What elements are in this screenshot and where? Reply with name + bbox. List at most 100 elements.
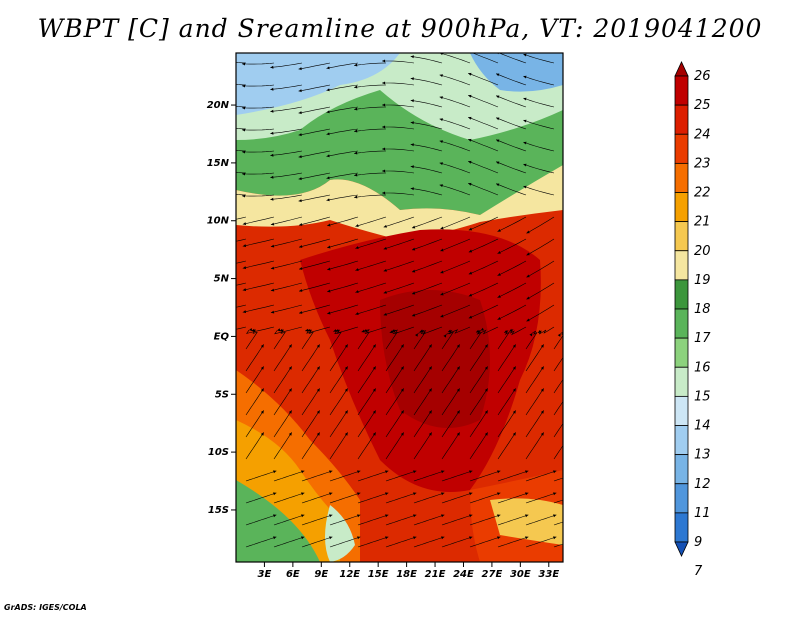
- streamline-arrow: [553, 492, 557, 496]
- streamline-arrow: [512, 388, 516, 392]
- streamline: [382, 104, 415, 108]
- lon-tick-label: 24E: [453, 569, 474, 580]
- streamlines: [236, 53, 584, 548]
- streamline: [410, 56, 443, 64]
- streamline: [329, 470, 361, 482]
- streamline: [468, 95, 499, 108]
- streamline: [469, 388, 489, 416]
- colorbar-label: 24: [694, 127, 711, 142]
- streamline: [329, 536, 361, 548]
- streamline-arrow: [540, 344, 544, 348]
- streamline: [326, 172, 359, 179]
- streamline: [270, 84, 303, 90]
- streamline: [497, 410, 517, 438]
- streamline: [299, 216, 331, 226]
- streamline: [497, 366, 517, 394]
- streamline-arrow: [413, 514, 417, 518]
- streamline-arrow: [419, 329, 424, 333]
- streamline: [497, 238, 527, 254]
- streamline: [469, 514, 501, 526]
- streamline: [245, 470, 277, 482]
- streamline: [270, 62, 303, 68]
- lat-tick-label: 10S: [208, 447, 229, 458]
- streamline: [523, 97, 555, 108]
- longitude-axis: 3E 6E 9E 12E 15E 18E 21E 24E 27E 30E 33E: [258, 562, 559, 580]
- streamline: [526, 304, 555, 322]
- streamline-arrow: [400, 366, 404, 370]
- streamline: [270, 282, 303, 291]
- streamline: [523, 141, 555, 152]
- streamline: [270, 172, 303, 178]
- streamline-arrow: [441, 514, 445, 518]
- streamline-arrow: [428, 388, 432, 392]
- streamline: [270, 260, 303, 269]
- streamline: [241, 172, 275, 175]
- streamline-arrow: [242, 62, 246, 66]
- streamline: [523, 75, 555, 86]
- streamline: [525, 344, 545, 372]
- streamline: [413, 492, 445, 504]
- streamline: [497, 432, 517, 460]
- streamline: [298, 106, 331, 114]
- streamline-arrow: [288, 366, 292, 370]
- streamline: [526, 260, 555, 278]
- streamline: [468, 282, 499, 297]
- lat-tick-label: 5N: [214, 274, 230, 285]
- streamline-arrow: [525, 536, 529, 540]
- streamline: [498, 53, 527, 64]
- streamline-arrow: [354, 107, 358, 111]
- colorbar-swatch: [674, 366, 689, 397]
- streamline: [525, 514, 557, 526]
- streamline: [301, 536, 333, 548]
- streamline: [270, 194, 303, 200]
- streamline-arrow: [329, 536, 333, 540]
- streamline: [497, 470, 529, 482]
- streamline: [441, 536, 473, 548]
- streamline: [357, 514, 389, 526]
- streamline-arrow: [469, 514, 473, 518]
- lon-tick-label: 33E: [538, 569, 559, 580]
- streamline-arrow: [316, 366, 320, 370]
- colorbar-swatch: [674, 483, 689, 514]
- streamline-arrow: [372, 366, 376, 370]
- streamline: [273, 388, 293, 416]
- streamline-arrow: [581, 536, 584, 539]
- streamline-arrow: [523, 53, 527, 57]
- streamline: [357, 536, 389, 548]
- streamline: [357, 388, 377, 416]
- streamline: [273, 344, 293, 372]
- streamline: [236, 172, 247, 174]
- streamline: [326, 62, 359, 69]
- streamline-arrow: [496, 95, 500, 99]
- streamline-arrow: [400, 410, 404, 414]
- streamline: [495, 161, 527, 174]
- streamline: [383, 282, 415, 294]
- streamline-arrow: [413, 536, 417, 540]
- colorbar-swatch: [674, 308, 689, 339]
- streamline: [354, 172, 387, 176]
- streamline: [382, 148, 415, 152]
- streamline: [354, 62, 387, 66]
- streamline-arrow: [299, 245, 303, 248]
- streamline: [497, 344, 517, 372]
- streamline-arrow: [372, 432, 376, 436]
- streamline-arrow: [299, 311, 303, 314]
- streamline: [469, 536, 501, 548]
- streamline-arrow: [475, 329, 480, 333]
- streamline: [329, 432, 349, 460]
- streamline-arrow: [316, 388, 320, 392]
- streamline: [236, 216, 247, 220]
- chart-title: WBPT [C] and Sreamline at 900hPa, VT: 20…: [37, 14, 763, 43]
- colorbar-swatch: [674, 61, 689, 77]
- map-frame: [235, 52, 564, 563]
- streamline-arrow: [329, 470, 333, 474]
- streamline: [469, 470, 501, 482]
- lon-tick-label: 18E: [396, 569, 417, 580]
- colorbar-label: 26: [694, 69, 711, 84]
- streamline: [301, 344, 321, 372]
- streamline-arrow: [410, 143, 414, 147]
- streamline: [327, 282, 359, 293]
- colorbar-label: 12: [694, 477, 711, 492]
- colorbar-label: 19: [694, 273, 711, 288]
- colorbar-label: 22: [694, 186, 711, 201]
